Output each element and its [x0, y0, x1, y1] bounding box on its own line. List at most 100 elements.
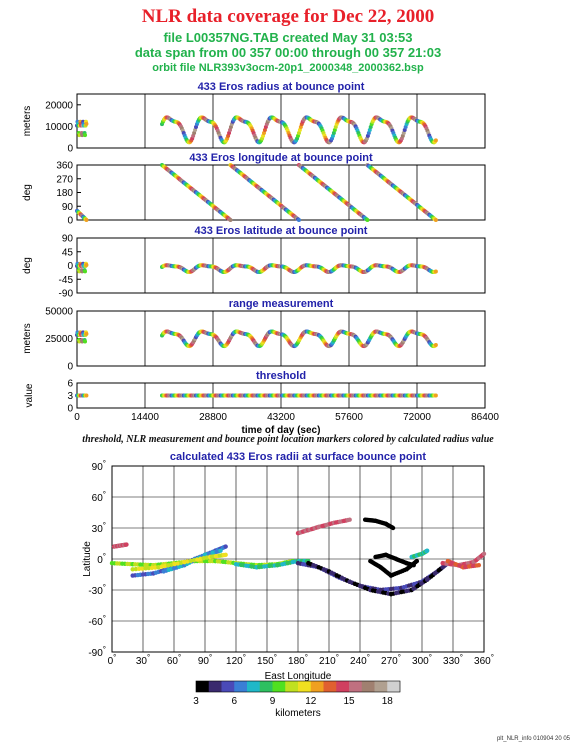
y-tick-label: 0 — [67, 216, 73, 227]
map-point — [411, 563, 416, 568]
data-point — [297, 127, 302, 132]
y-axis-label: meters — [22, 106, 33, 137]
y-tick-label: 20000 — [45, 100, 73, 111]
y-axis-label: value — [24, 383, 35, 407]
data-point — [84, 393, 89, 398]
panel-1: 20000 10000 0 433 Eros radius at bounce poi… — [22, 81, 486, 155]
map-panel: calculated 433 Eros radii at surface bou… — [82, 451, 494, 682]
colorbar-swatch — [234, 681, 248, 692]
y-tick-label: -45 — [59, 275, 74, 286]
colorbar-tick-label: 6 — [231, 696, 237, 707]
colorbar-tick-label: 15 — [343, 696, 355, 707]
panel-title: 433 Eros longitude at bounce point — [189, 152, 373, 164]
degree-mark: ° — [243, 653, 246, 662]
y-tick-label: 270 — [56, 174, 73, 185]
data-point — [83, 339, 88, 344]
map-y-tick-label: 0° — [97, 552, 106, 566]
y-tick-label: 3 — [67, 391, 73, 402]
colorbar: 3 6 9 12 15 18 kilometers — [193, 680, 401, 719]
y-axis-label: deg — [22, 257, 33, 274]
footer-label: plt_NLR_info 010904 20 05 — [496, 736, 570, 742]
y-tick-label: 0 — [67, 144, 73, 155]
plot-caption: threshold, NLR measurement and bounce po… — [82, 434, 494, 445]
data-point — [433, 218, 438, 222]
y-tick-label: 90 — [62, 202, 74, 213]
map-point — [136, 566, 142, 572]
map-x-tick-label: 360° — [474, 653, 494, 667]
map-x-tick-label: 240° — [350, 653, 370, 667]
data-point — [262, 131, 266, 136]
colorbar-swatch — [387, 681, 401, 692]
map-point — [440, 565, 445, 570]
data-point — [84, 331, 89, 336]
map-y-tick-label: 90° — [92, 459, 106, 473]
degree-mark: ° — [103, 552, 106, 561]
map-x-tick-label: 300° — [412, 653, 432, 667]
degree-mark: ° — [113, 653, 116, 662]
degree-mark: ° — [209, 653, 212, 662]
x-axis-label: time of day (sec) — [242, 425, 321, 436]
map-x-tick-label: 330° — [443, 653, 463, 667]
degree-mark: ° — [336, 653, 339, 662]
map-y-tick-label: 60° — [92, 490, 106, 504]
colorbar-swatch — [272, 681, 286, 692]
data-point — [402, 127, 407, 132]
map-y-tick-label: -30° — [88, 583, 106, 597]
colorbar-swatch — [323, 681, 337, 692]
y-axis-label: meters — [22, 323, 33, 354]
map-x-tick-label: 150° — [257, 653, 277, 667]
degree-mark: ° — [103, 490, 106, 499]
y-tick-label: -90 — [59, 289, 74, 300]
data-point — [83, 133, 88, 138]
colorbar-swatch — [196, 681, 210, 692]
colorbar-swatch — [349, 681, 363, 692]
data-point — [262, 127, 267, 132]
map-x-tick-label: 270° — [381, 653, 401, 667]
degree-mark: ° — [274, 653, 277, 662]
panel-4: 50000 25000 0 range measurement meters — [22, 298, 486, 373]
map-point — [146, 565, 152, 571]
map-x-tick-label: 30° — [136, 653, 150, 667]
map-point — [424, 548, 430, 553]
colorbar-swatch — [298, 681, 312, 692]
panel-title: 433 Eros latitude at bounce point — [195, 225, 368, 237]
colorbar-tick-label: 18 — [382, 696, 394, 707]
panel-title: threshold — [256, 370, 306, 382]
map-point — [124, 542, 129, 547]
map-point — [218, 548, 223, 553]
y-tick-label: 6 — [67, 379, 73, 390]
map-y-tick-label: -90° — [88, 645, 106, 659]
map-point — [140, 566, 145, 571]
map-x-tick-label: 90° — [198, 653, 212, 667]
data-point — [367, 127, 372, 132]
data-point — [296, 131, 301, 136]
colorbar-swatch — [208, 681, 222, 692]
x-tick-label: 43200 — [267, 412, 295, 423]
orbit-line: orbit file NLR393v3ocm-20p1_2000348_2000… — [152, 62, 424, 74]
data-point — [84, 121, 89, 126]
panel-2: 360 270 180 90 0 433 Eros longitude at bounce… — [22, 152, 486, 227]
map-point — [133, 566, 139, 572]
map-x-tick-label: 120° — [226, 653, 246, 667]
y-tick-label: 0 — [67, 261, 73, 272]
data-point — [227, 131, 232, 136]
panel-title: 433 Eros radius at bounce point — [198, 81, 365, 93]
map-x-tick-label: 210° — [319, 653, 339, 667]
degree-mark: ° — [103, 521, 106, 530]
data-point — [433, 138, 438, 143]
x-tick-label: 72000 — [403, 412, 431, 423]
y-tick-label: 50000 — [45, 307, 73, 318]
data-point — [84, 262, 89, 267]
map-point — [223, 552, 228, 558]
map-point — [481, 551, 487, 557]
degree-mark: ° — [367, 653, 370, 662]
data-point — [228, 127, 232, 132]
map-point — [347, 517, 352, 522]
y-tick-label: 0 — [67, 362, 73, 373]
data-point — [401, 131, 406, 136]
y-tick-label: 360 — [56, 161, 73, 172]
x-tick-label: 28800 — [199, 412, 227, 423]
degree-mark: ° — [305, 653, 308, 662]
